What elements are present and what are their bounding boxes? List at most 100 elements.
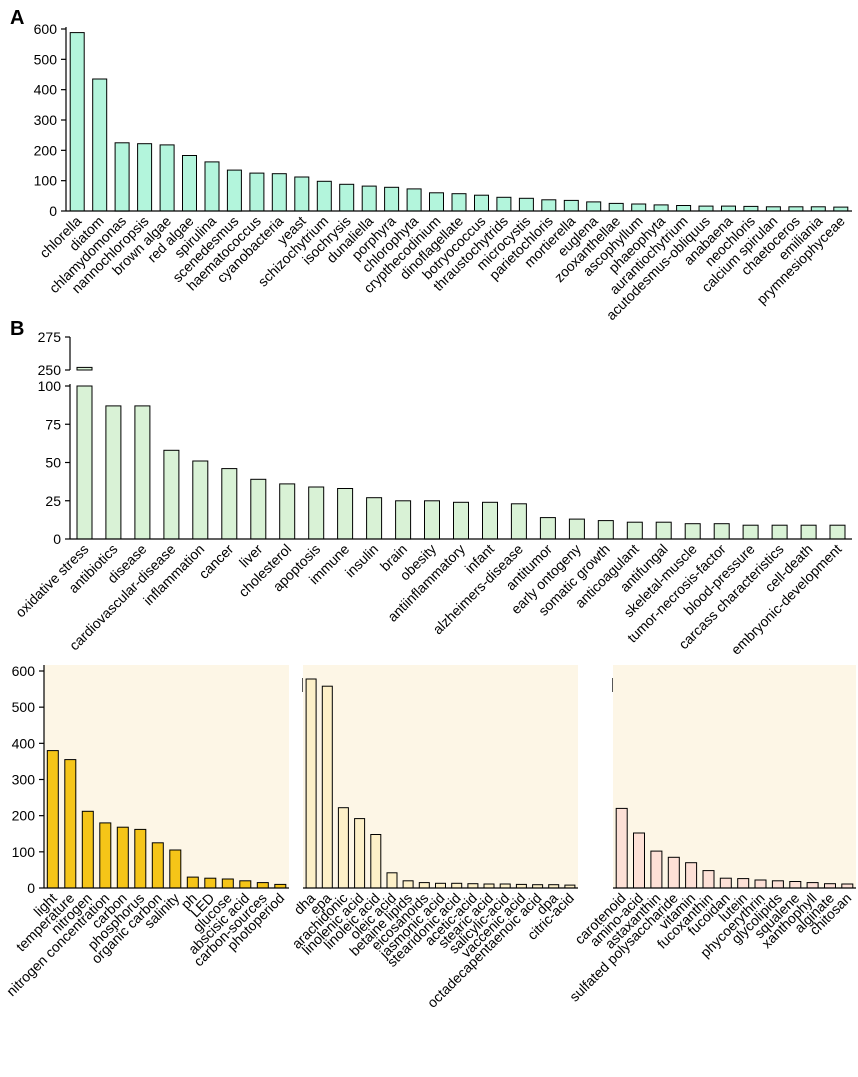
c-y-tick-label-1: 100 xyxy=(12,844,36,860)
a-bar-31 xyxy=(765,206,781,212)
a-bar-2 xyxy=(114,142,130,212)
b-category-label-10: insulin xyxy=(342,541,381,580)
b-y-tick-label-1: 25 xyxy=(45,493,61,509)
c-bar-8 xyxy=(186,876,199,889)
a-bar-4 xyxy=(159,144,175,212)
a-bar-19 xyxy=(496,196,512,212)
b-bar-16 xyxy=(539,517,556,540)
a-bar-28 xyxy=(698,205,714,212)
b-y-tick-label-0: 0 xyxy=(53,531,61,547)
a-bar-10 xyxy=(294,176,310,212)
a-bar-26 xyxy=(653,204,669,212)
b-bar-13 xyxy=(453,501,469,540)
d-bar-9 xyxy=(451,882,463,889)
c-bar-6 xyxy=(151,842,164,889)
c-y-tick-label-5: 500 xyxy=(12,699,36,715)
a-bar-1 xyxy=(92,78,108,212)
b-bar-17 xyxy=(568,518,585,540)
a-bar-25 xyxy=(631,203,647,212)
a-bar-7 xyxy=(226,169,242,212)
b-bar-24 xyxy=(771,524,788,540)
c-bar-12 xyxy=(256,882,269,889)
b-bar-22 xyxy=(713,523,730,540)
a-bar-27 xyxy=(676,205,692,212)
b-y-upper-tick-label-0: 250 xyxy=(38,362,62,378)
b-bar-4 xyxy=(192,460,209,540)
b-bar-11 xyxy=(395,500,412,540)
a-bar-15 xyxy=(406,188,422,212)
b-bar-20 xyxy=(655,521,672,540)
charts: chlorelladiatomchlamydomonasnannochlorop… xyxy=(3,21,856,1011)
d-bar-7 xyxy=(418,882,430,889)
c-y-tick-label-0: 0 xyxy=(27,880,35,896)
d-bar-3 xyxy=(354,818,366,889)
b-bar-14 xyxy=(482,501,498,540)
a-bar-12 xyxy=(339,183,355,212)
c-y-tick-label-3: 300 xyxy=(12,772,36,788)
e-bar-7 xyxy=(737,878,750,889)
b-bar-2 xyxy=(134,405,151,540)
a-bar-24 xyxy=(608,202,624,212)
a-bar-6 xyxy=(204,161,220,212)
b-y-tick-label-4: 100 xyxy=(38,378,62,394)
a-bar-16 xyxy=(429,192,444,212)
a-bar-0 xyxy=(69,32,85,212)
c-bar-7 xyxy=(169,849,182,889)
e-plot-background xyxy=(613,665,856,888)
b-y-tick-label-2: 50 xyxy=(45,455,61,471)
c-bar-3 xyxy=(99,822,112,889)
a-y-tick-label-0: 0 xyxy=(49,203,57,219)
a-bar-5 xyxy=(182,155,197,212)
a-y-tick-label-6: 600 xyxy=(34,21,58,37)
a-bar-21 xyxy=(541,199,557,212)
b-bar-8 xyxy=(308,486,325,540)
b-y-tick-label-3: 75 xyxy=(45,416,61,432)
panel-label-a: A xyxy=(10,7,24,29)
a-bar-17 xyxy=(451,193,467,212)
a-bar-32 xyxy=(788,206,804,212)
a-bar-11 xyxy=(316,180,332,212)
a-bar-8 xyxy=(249,172,265,212)
b-bar-25 xyxy=(800,524,817,540)
e-bar-9 xyxy=(771,880,784,889)
e-bar-4 xyxy=(685,862,698,889)
b-bar-6 xyxy=(250,478,267,540)
c-bar-0 xyxy=(46,750,59,889)
c-plot-background xyxy=(44,665,289,888)
e-bar-12 xyxy=(824,883,836,889)
c-bar-4 xyxy=(116,826,129,889)
e-bar-6 xyxy=(719,877,732,889)
b-bar-19 xyxy=(626,521,643,540)
b-bar-23 xyxy=(742,524,759,540)
d-bar-8 xyxy=(435,882,446,889)
a-bar-29 xyxy=(721,205,736,212)
c-bar-5 xyxy=(134,828,147,889)
a-bar-13 xyxy=(361,185,377,212)
a-bar-33 xyxy=(810,206,826,212)
c-bar-1 xyxy=(64,759,77,889)
c-y-tick-label-2: 200 xyxy=(12,808,36,824)
a-bar-9 xyxy=(271,173,287,212)
c-bar-9 xyxy=(204,877,217,889)
b-y-upper-tick-label-1: 275 xyxy=(38,329,62,345)
c-bar-11 xyxy=(239,880,252,889)
a-y-tick-label-5: 500 xyxy=(34,51,58,67)
a-bar-20 xyxy=(518,197,534,212)
c-y-tick-label-6: 600 xyxy=(12,663,36,679)
b-bar-3 xyxy=(163,449,180,540)
d-bar-2 xyxy=(337,807,349,889)
a-y-tick-label-3: 300 xyxy=(34,112,58,128)
b-bar-0 xyxy=(76,385,93,540)
a-bar-14 xyxy=(384,186,400,212)
d-bar-4 xyxy=(370,834,382,889)
b-bar-21 xyxy=(684,523,701,540)
a-bar-3 xyxy=(137,143,153,212)
b-bar-0-upper xyxy=(76,366,93,371)
c-bar-2 xyxy=(81,810,94,889)
c-y-tick-label-4: 400 xyxy=(12,735,36,751)
a-y-tick-label-1: 100 xyxy=(34,173,58,189)
panel-label-b: B xyxy=(10,318,24,340)
e-bar-2 xyxy=(650,850,663,889)
a-bar-23 xyxy=(586,201,602,212)
